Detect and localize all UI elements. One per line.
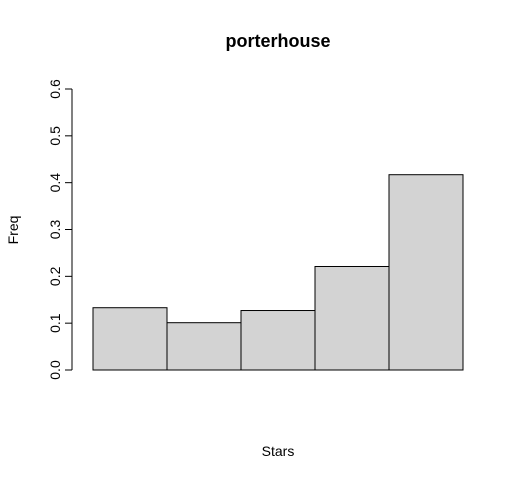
chart-title: porterhouse — [225, 31, 330, 51]
y-tick-label-0: 0.0 — [47, 360, 63, 380]
bar-2 — [166, 322, 242, 371]
x-axis-label: Stars — [262, 443, 295, 459]
y-tick-label-5: 0.5 — [47, 126, 63, 146]
y-tick-label-6: 0.6 — [47, 79, 63, 99]
y-tick-label-4: 0.4 — [47, 173, 63, 193]
y-tick-label-2: 0.2 — [47, 266, 63, 286]
bar-5 — [388, 174, 464, 371]
y-axis-label: Freq — [5, 216, 21, 245]
y-tick-label-1: 0.1 — [47, 313, 63, 333]
bars-group — [92, 174, 464, 371]
y-axis: 0.0 0.1 0.2 0.3 0.4 0.5 0.6 — [47, 79, 73, 380]
bar-4 — [314, 265, 390, 371]
y-tick-label-3: 0.3 — [47, 220, 63, 240]
bar-3 — [240, 310, 316, 371]
bar-1 — [92, 307, 168, 371]
